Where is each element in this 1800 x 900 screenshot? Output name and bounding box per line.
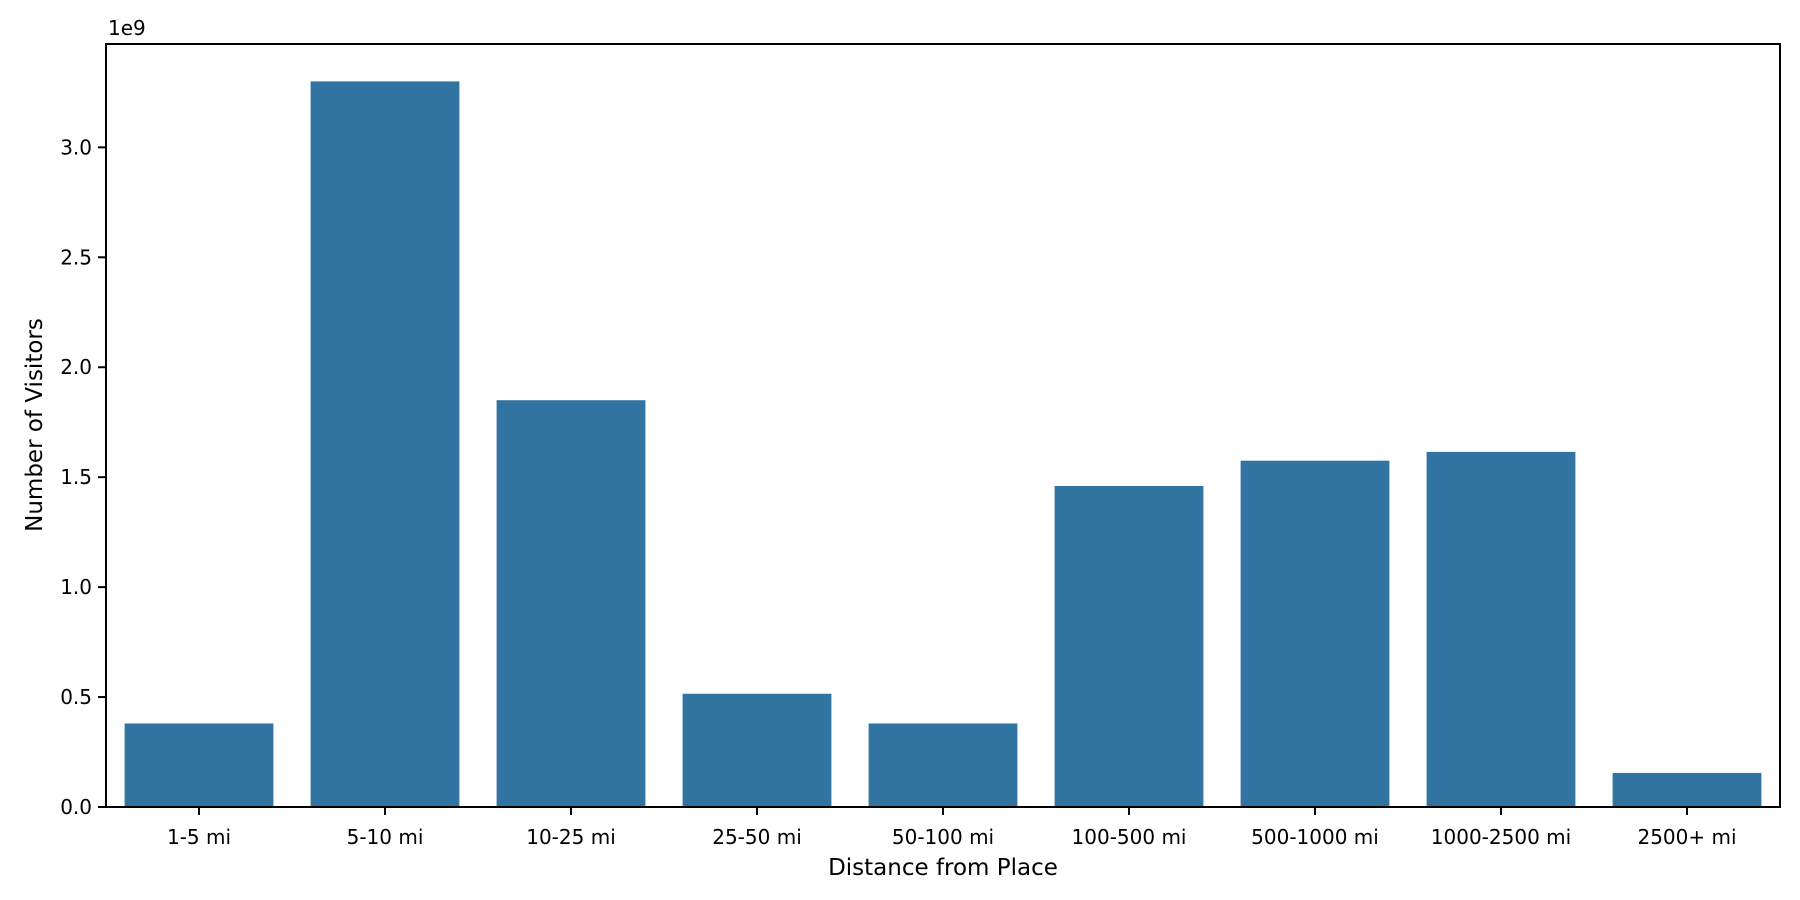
bar-25-50-mi xyxy=(682,693,832,807)
x-tick-label: 25-50 mi xyxy=(712,825,802,849)
y-tick-label: 0.5 xyxy=(60,685,92,709)
y-tick-label: 0.0 xyxy=(60,795,92,819)
bar-500-1000-mi xyxy=(1240,460,1390,807)
bar-10-25-mi xyxy=(496,400,646,807)
x-tick-label: 1000-2500 mi xyxy=(1431,825,1571,849)
x-tick-label: 1-5 mi xyxy=(167,825,231,849)
y-tick-label: 2.0 xyxy=(60,355,92,379)
bar-50-100-mi xyxy=(868,723,1018,807)
x-tick-label: 5-10 mi xyxy=(347,825,424,849)
x-tick-label: 2500+ mi xyxy=(1637,825,1736,849)
x-tick-label: 50-100 mi xyxy=(892,825,994,849)
bar-100-500-mi xyxy=(1054,485,1204,807)
bar-2500-mi xyxy=(1612,772,1762,807)
y-axis-offset-label: 1e9 xyxy=(108,16,146,40)
bar-5-10-mi xyxy=(310,81,460,808)
y-axis-label: Number of Visitors xyxy=(22,318,48,532)
y-tick-label: 3.0 xyxy=(60,135,92,159)
axes-group: 0.0 0.5 1.0 1.5 2.0 2.5 3.0 1-5 mi 5-10 mi 10-25 … xyxy=(60,43,1781,849)
bars-group xyxy=(124,81,1762,808)
y-tick-label: 2.5 xyxy=(60,245,92,269)
x-tick-label: 10-25 mi xyxy=(526,825,616,849)
y-tick-label: 1.5 xyxy=(60,465,92,489)
x-tick-label: 500-1000 mi xyxy=(1251,825,1379,849)
x-axis-label: Distance from Place xyxy=(828,855,1058,881)
bar-1-5-mi xyxy=(124,723,274,807)
y-tick-label: 1.0 xyxy=(60,575,92,599)
bar-1000-2500-mi xyxy=(1426,451,1576,807)
x-tick-label: 100-500 mi xyxy=(1072,825,1187,849)
